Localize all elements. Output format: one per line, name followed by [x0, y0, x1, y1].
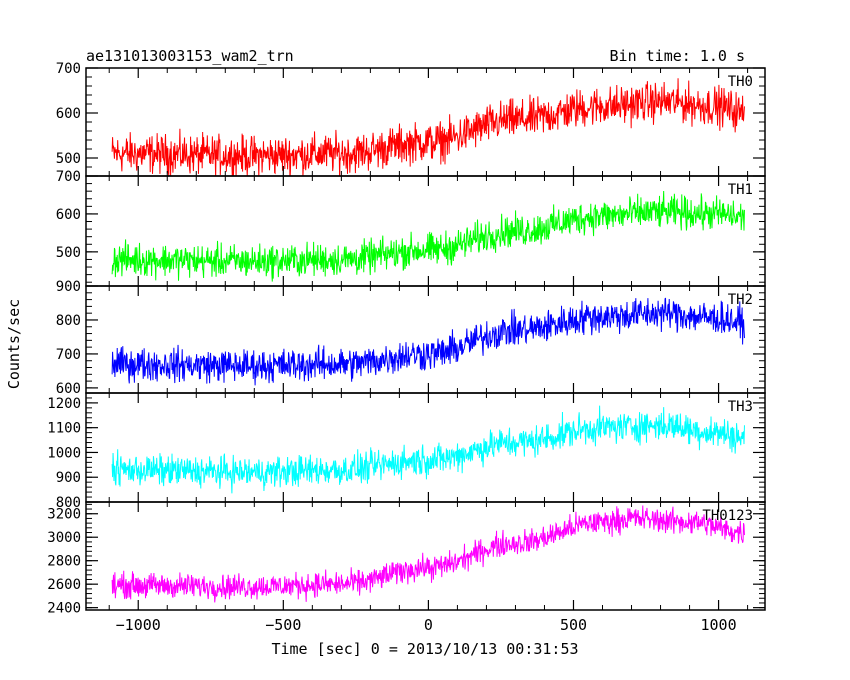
- y-tick-label: 600: [56, 106, 81, 122]
- y-tick-label: 600: [56, 381, 81, 397]
- y-tick-label: 2600: [47, 577, 81, 593]
- y-tick-label: 900: [56, 470, 81, 486]
- panel-label: TH2: [728, 292, 753, 308]
- panel-th0123: 2400 2600 2800 3000 3200 TH0123 −1000 −500 0 500 1…: [47, 501, 766, 634]
- panel-th2: 600 700 800 900 TH2: [56, 279, 766, 397]
- y-tick-label: 700: [56, 61, 81, 77]
- y-tick-label: 900: [56, 279, 81, 295]
- y-tick-label: 3000: [47, 530, 81, 546]
- x-tick-label: −500: [265, 616, 301, 634]
- y-tick-label: 700: [56, 347, 81, 363]
- y-tick-label: 1100: [47, 421, 81, 437]
- y-tick-label: 500: [56, 151, 81, 167]
- y-axis-label: Counts/sec: [5, 299, 23, 389]
- series-th3: [111, 405, 745, 494]
- y-tick-label: 1000: [47, 445, 81, 461]
- series-th1: [111, 190, 745, 282]
- series-th0123: [111, 505, 745, 603]
- panel-th3: 800 900 1000 1100 1200 TH3: [47, 392, 766, 511]
- series-th2: [111, 297, 745, 386]
- y-tick-label: 800: [56, 495, 81, 511]
- x-tick-label: 0: [424, 616, 433, 634]
- panel-th1: 500 600 700 TH1: [56, 169, 766, 287]
- y-tick-label: 800: [56, 313, 81, 329]
- y-tick-label: 500: [56, 245, 81, 261]
- y-tick-label: 2400: [47, 601, 81, 617]
- series-th0: [111, 78, 745, 176]
- chart-title: ae131013003153_wam2_trn: [86, 47, 294, 65]
- panel-label: TH0123: [702, 508, 753, 524]
- y-tick-label: 3200: [47, 507, 81, 523]
- x-axis-label: Time [sec] 0 = 2013/10/13 00:31:53: [271, 640, 578, 658]
- x-tick-label: 500: [560, 616, 587, 634]
- panels-group: 500 600 700 TH0 500 600 700 TH1 600 700 800 900 TH2 8…: [47, 61, 766, 634]
- y-tick-label: 700: [56, 169, 81, 185]
- y-tick-label: 600: [56, 207, 81, 223]
- panel-frame: [85, 285, 766, 394]
- y-tick-label: 1200: [47, 396, 81, 412]
- panel-label: TH1: [728, 182, 753, 198]
- bin-time-label: Bin time: 1.0 s: [610, 47, 745, 65]
- panel-label: TH0: [728, 74, 753, 90]
- y-tick-label: 2800: [47, 554, 81, 570]
- panel-th0: 500 600 700 TH0: [56, 61, 766, 177]
- panel-label: TH3: [728, 399, 753, 415]
- x-tick-label: 1000: [701, 616, 737, 634]
- x-tick-label: −1000: [116, 616, 161, 634]
